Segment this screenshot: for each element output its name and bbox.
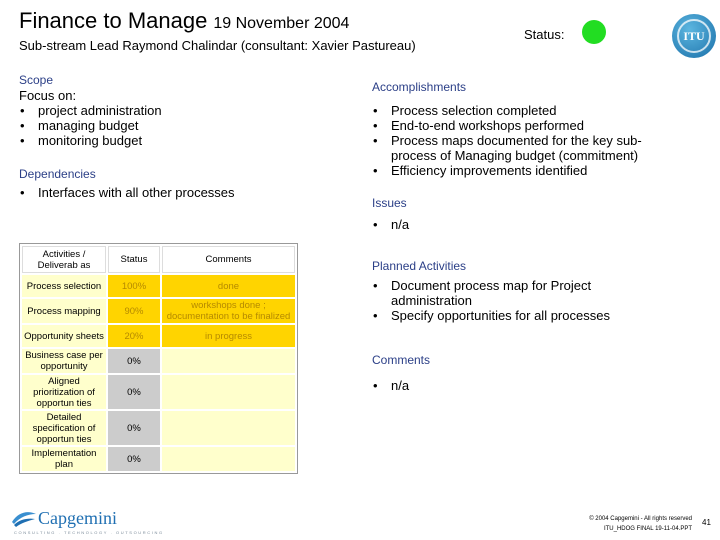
scope-intro: Focus on: — [19, 88, 77, 103]
status-cell: 100% — [108, 275, 160, 297]
column-header-activities: Activities / Deliverab as — [22, 246, 106, 273]
table-header-row: Activities / Deliverab as Status Comment… — [22, 246, 295, 273]
list-item: managing budget — [19, 118, 319, 133]
planned-activities-list: Document process map for Project adminis… — [372, 278, 662, 323]
table-row: Aligned prioritization of opportun ties … — [22, 375, 295, 409]
comment-cell — [162, 349, 295, 373]
file-name: ITU_HDOG FINAL 19-11-04.PPT — [603, 526, 692, 532]
activity-cell: Detailed specification of opportun ties — [22, 411, 106, 445]
activity-cell: Opportunity sheets — [22, 325, 106, 347]
list-item: Efficiency improvements identified — [372, 163, 672, 178]
list-item: project administration — [19, 103, 319, 118]
table-row: Implementation plan 0% — [22, 447, 295, 471]
issues-section: n/a — [372, 217, 672, 232]
comments-list: n/a — [372, 378, 672, 393]
issues-list: n/a — [372, 217, 672, 232]
column-header-status: Status — [108, 246, 160, 273]
scope-heading: Scope — [19, 73, 54, 87]
list-item: Specify opportunities for all processes — [372, 308, 662, 323]
comments-section: n/a — [372, 378, 672, 393]
status-cell: 0% — [108, 375, 160, 409]
activity-cell: Aligned prioritization of opportun ties — [22, 375, 106, 409]
list-item: End-to-end workshops performed — [372, 118, 672, 133]
list-item: n/a — [372, 378, 672, 393]
accomplishments-section: Process selection completed End-to-end w… — [372, 103, 672, 178]
list-item: n/a — [372, 217, 672, 232]
status-indicator — [582, 20, 606, 44]
accomplishments-heading: Accomplishments — [372, 80, 467, 94]
list-item: monitoring budget — [19, 133, 319, 148]
dependencies-heading: Dependencies — [19, 167, 96, 181]
table-row: Process mapping 90% workshops done ; doc… — [22, 299, 295, 323]
footer-copyright: © 2004 Capgemini - All rights reserved I… — [560, 514, 692, 534]
capgemini-tagline: CONSULTING . TECHNOLOGY . OUTSOURCING — [14, 530, 164, 535]
issues-heading: Issues — [372, 196, 407, 210]
list-item: Process selection completed — [372, 103, 672, 118]
planned-activities-heading: Planned Activities — [372, 259, 467, 273]
table-row: Detailed specification of opportun ties … — [22, 411, 295, 445]
comments-heading: Comments — [372, 353, 431, 367]
table-row: Process selection 100% done — [22, 275, 295, 297]
list-item: Interfaces with all other processes — [19, 185, 319, 200]
page-number: 41 — [702, 518, 711, 527]
capgemini-swoosh-icon — [12, 512, 36, 527]
status-cell: 90% — [108, 299, 160, 323]
comment-cell: in progress — [162, 325, 295, 347]
status-cell: 0% — [108, 411, 160, 445]
list-item: Document process map for Project adminis… — [372, 278, 662, 308]
planned-activities-section: Document process map for Project adminis… — [372, 278, 662, 323]
capgemini-brand: Capgemini — [38, 508, 117, 528]
table-row: Business case per opportunity 0% — [22, 349, 295, 373]
comment-cell: done — [162, 275, 295, 297]
title-date: 19 November 2004 — [213, 15, 350, 32]
globe-icon — [677, 19, 711, 53]
comment-cell — [162, 447, 295, 471]
activity-cell: Business case per opportunity — [22, 349, 106, 373]
dependencies-section: Interfaces with all other processes — [19, 185, 319, 200]
status-cell: 20% — [108, 325, 160, 347]
status-cell: 0% — [108, 447, 160, 471]
activity-cell: Process selection — [22, 275, 106, 297]
scope-list: project administration managing budget m… — [19, 103, 319, 148]
title-main: Finance to Manage — [19, 8, 208, 33]
status-label: Status: — [524, 27, 565, 42]
table-row: Opportunity sheets 20% in progress — [22, 325, 295, 347]
column-header-comments: Comments — [162, 246, 295, 273]
itu-logo: ITU — [672, 14, 716, 58]
page-subtitle: Sub-stream Lead Raymond Chalindar (consu… — [19, 38, 416, 53]
page-title: Finance to Manage 19 November 2004 — [19, 8, 349, 34]
activity-cell: Implementation plan — [22, 447, 106, 471]
itu-logo-text: ITU — [683, 28, 705, 43]
scope-section: Focus on: project administration managin… — [19, 88, 319, 148]
accomplishments-list: Process selection completed End-to-end w… — [372, 103, 672, 178]
comment-cell — [162, 411, 295, 445]
dependencies-list: Interfaces with all other processes — [19, 185, 319, 200]
comment-cell — [162, 375, 295, 409]
activity-cell: Process mapping — [22, 299, 106, 323]
capgemini-logo: Capgemini CONSULTING . TECHNOLOGY . OUTS… — [10, 508, 162, 535]
comment-cell: workshops done ; documentation to be fin… — [162, 299, 295, 323]
list-item: Process maps documented for the key sub-… — [372, 133, 672, 163]
copyright-text: © 2004 Capgemini - All rights reserved — [589, 516, 692, 522]
activities-table: Activities / Deliverab as Status Comment… — [19, 243, 298, 474]
status-cell: 0% — [108, 349, 160, 373]
